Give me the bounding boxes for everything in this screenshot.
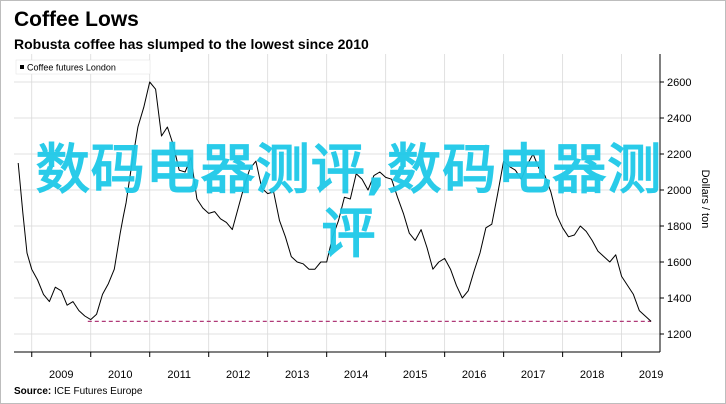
x-tick-label: 2015 <box>403 369 427 381</box>
series-layer <box>17 81 652 322</box>
y-tick-label: 2000 <box>667 185 691 197</box>
series-line-0 <box>17 81 652 322</box>
source-label: Source: <box>14 386 52 397</box>
axis-layer: 1200 1400 1600 1800 2000 2200 2400 2600 2009 2010… <box>14 54 691 381</box>
y-tick-label: 2600 <box>667 77 691 89</box>
x-tick-label: 2016 <box>462 369 486 381</box>
chart-title: Coffee Lows <box>14 8 139 31</box>
legend: Coffee futures London <box>15 59 151 75</box>
legend-label: Coffee futures London <box>27 63 116 73</box>
source-text: ICE Futures Europe <box>54 386 143 397</box>
legend-box <box>15 59 151 75</box>
watermark-overlay: 数码电器测评,数码电器测评 <box>35 138 663 265</box>
y-tick-label: 1200 <box>667 329 691 341</box>
x-tick-label: 2013 <box>285 369 309 381</box>
y-tick-label: 2200 <box>667 149 691 161</box>
x-tick-label: 2014 <box>344 369 368 381</box>
x-tick-label: 2018 <box>580 369 604 381</box>
y-axis-label: Dollars / ton <box>699 170 711 229</box>
legend-swatch <box>20 65 24 69</box>
x-tick-label: 2010 <box>108 369 132 381</box>
y-tick-label: 1400 <box>667 293 691 305</box>
chart-subtitle: Robusta coffee has slumped to the lowest… <box>14 36 369 52</box>
source-note: Source: ICE Futures Europe <box>14 386 142 397</box>
x-tick-label: 2012 <box>226 369 250 381</box>
x-tick-label: 2019 <box>639 369 663 381</box>
y-tick-label: 2400 <box>667 113 691 125</box>
y-tick-label: 1800 <box>667 221 691 233</box>
y-tick-label: 1600 <box>667 257 691 269</box>
x-tick-label: 2009 <box>49 369 73 381</box>
x-tick-label: 2011 <box>167 369 191 381</box>
x-tick-label: 2017 <box>521 369 545 381</box>
